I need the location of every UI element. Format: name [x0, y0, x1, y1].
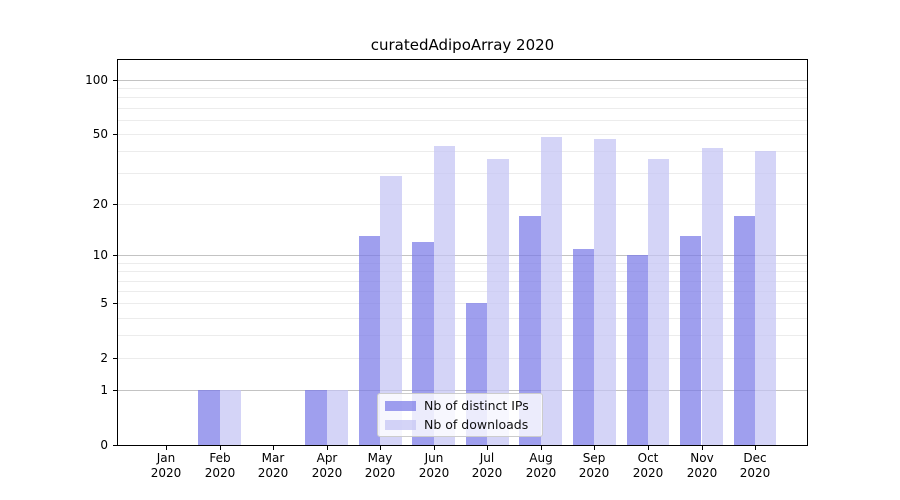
bar-downloads [648, 159, 670, 445]
major-gridline [118, 255, 807, 256]
bar-downloads [594, 138, 616, 445]
y-tick-label: 2 [100, 351, 108, 365]
bar-distinct-ips [626, 255, 648, 445]
bar-downloads [487, 159, 509, 445]
x-tick-label: Jul 2020 [471, 451, 503, 480]
y-tick-mark [113, 358, 117, 359]
bar-distinct-ips [573, 248, 595, 445]
x-tick-mark [434, 446, 435, 450]
chart-title: curatedAdipoArray 2020 [370, 36, 555, 54]
bar-distinct-ips [358, 236, 381, 445]
y-tick-mark [113, 390, 117, 391]
y-tick-mark [113, 303, 117, 304]
minor-gridline [118, 263, 807, 264]
x-tick-label: Nov 2020 [686, 451, 718, 480]
legend: Nb of distinct IPs Nb of downloads [377, 393, 543, 437]
bar-downloads [755, 151, 777, 445]
bar-downloads [540, 137, 563, 445]
bar-distinct-ips [680, 236, 702, 445]
legend-label: Nb of distinct IPs [424, 398, 529, 413]
minor-gridline [118, 97, 807, 98]
bar-downloads [219, 390, 241, 445]
plot-area [117, 59, 808, 446]
bar-downloads [433, 145, 456, 445]
x-tick-mark [487, 446, 488, 450]
plot-canvas [118, 60, 807, 445]
downloads-swatch [385, 419, 416, 430]
bar-distinct-ips [198, 390, 220, 445]
minor-gridline [118, 335, 807, 336]
x-tick-mark [702, 446, 703, 450]
x-tick-label: Oct 2020 [632, 451, 664, 480]
minor-gridline [118, 151, 807, 152]
bar-downloads [326, 390, 348, 445]
x-tick-mark [541, 446, 542, 450]
bar-distinct-ips [733, 216, 755, 445]
bar-distinct-ips [305, 390, 327, 445]
minor-gridline [118, 120, 807, 121]
minor-gridline [118, 358, 807, 359]
y-tick-label: 50 [92, 127, 108, 141]
minor-gridline [118, 88, 807, 89]
x-tick-label: May 2020 [364, 451, 396, 480]
major-gridline [118, 80, 807, 81]
bar-distinct-ips [519, 216, 541, 445]
x-tick-label: Mar 2020 [257, 451, 289, 480]
legend-label: Nb of downloads [424, 417, 529, 432]
distinct-ips-swatch [385, 400, 416, 411]
y-tick-label: 0 [100, 438, 108, 452]
y-tick-label: 10 [92, 248, 108, 262]
minor-gridline [118, 291, 807, 292]
x-tick-mark [380, 446, 381, 450]
x-tick-mark [648, 446, 649, 450]
x-tick-label: Sep 2020 [578, 451, 610, 480]
major-gridline [118, 390, 807, 391]
y-tick-mark [113, 445, 117, 446]
x-tick-mark [594, 446, 595, 450]
legend-item-downloads: Nb of downloads [378, 417, 542, 432]
x-tick-mark [220, 446, 221, 450]
x-tick-mark [327, 446, 328, 450]
x-tick-label: Feb 2020 [204, 451, 236, 480]
y-tick-mark [113, 80, 117, 81]
minor-gridline [118, 134, 807, 135]
x-tick-label: Jun 2020 [418, 451, 450, 480]
y-tick-mark [113, 204, 117, 205]
minor-gridline [118, 173, 807, 174]
bar-downloads [701, 147, 723, 445]
x-tick-mark [273, 446, 274, 450]
y-tick-mark [113, 255, 117, 256]
minor-gridline [118, 108, 807, 109]
y-tick-label: 20 [92, 197, 108, 211]
legend-item-distinct-ips: Nb of distinct IPs [378, 398, 542, 413]
bar-downloads [380, 176, 402, 445]
x-tick-label: Dec 2020 [739, 451, 771, 480]
y-tick-label: 100 [85, 73, 108, 87]
minor-gridline [118, 318, 807, 319]
y-tick-label: 5 [100, 296, 108, 310]
minor-gridline [118, 204, 807, 205]
x-tick-mark [755, 446, 756, 450]
x-tick-label: Aug 2020 [525, 451, 557, 480]
y-tick-mark [113, 134, 117, 135]
minor-gridline [118, 271, 807, 272]
x-tick-label: Jan 2020 [150, 451, 182, 480]
x-tick-mark [166, 446, 167, 450]
minor-gridline [118, 281, 807, 282]
x-tick-label: Apr 2020 [311, 451, 343, 480]
y-tick-label: 1 [100, 383, 108, 397]
minor-gridline [118, 303, 807, 304]
